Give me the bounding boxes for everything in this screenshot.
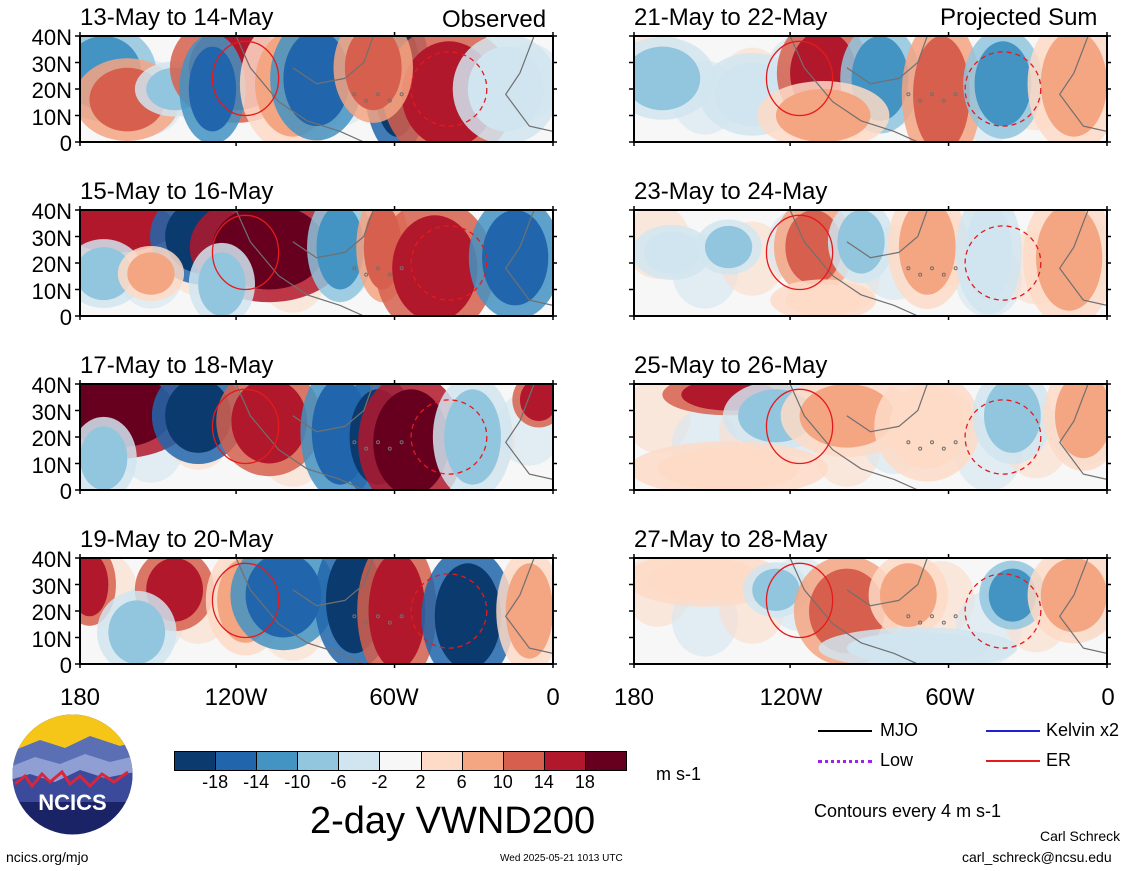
xtick-right-180: 180 (613, 684, 655, 711)
ytick-row2-2: 20N (31, 252, 72, 277)
colorbar-label-0: -18 (202, 772, 229, 792)
panel-title-proj-4: 27-May to 28-May (634, 526, 828, 553)
legend-mjo-label: MJO (880, 720, 918, 740)
xtick-left-120w: 120W (204, 684, 268, 711)
legend-kelvin-line (986, 730, 1040, 732)
legend-er-line (986, 760, 1040, 762)
observed-heading: Observed (442, 6, 547, 33)
colorbar-units: m s-1 (656, 764, 701, 784)
legend-kelvin-label: Kelvin x2 (1046, 720, 1120, 740)
xtick-right-0: 0 (1101, 684, 1115, 711)
ytick-row2-3: 10N (31, 278, 72, 304)
ytick-row3-4: 0 (59, 479, 72, 504)
xtick-right-120w: 120W (759, 684, 823, 711)
colorbar-swatch-9 (543, 751, 586, 771)
panel-title-obs-4: 19-May to 20-May (80, 526, 274, 553)
legend-low-label: Low (880, 750, 914, 770)
colorbar-labels: -18 -14 -10 -6 -2 2 6 10 14 18 (174, 772, 626, 794)
colorbar-swatch-3 (297, 751, 340, 771)
map-panel-proj-4 (634, 558, 1107, 664)
colorbar-label-8: 14 (533, 772, 554, 792)
ytick-row3-1: 30N (31, 399, 72, 425)
logo-text: NCICS (38, 790, 106, 815)
colorbar-label-3: -6 (330, 772, 347, 792)
colorbar-label-2: -10 (284, 772, 311, 792)
ytick-row1-2: 20N (31, 78, 72, 103)
legend-low-line (818, 760, 872, 763)
map-panel-obs-2 (80, 210, 553, 316)
panel-title-proj-2: 23-May to 24-May (634, 178, 828, 205)
colorbar (174, 751, 627, 771)
colorbar-label-7: 10 (492, 772, 513, 792)
footer-site: ncics.org/mjo (6, 849, 89, 865)
colorbar-swatch-6 (420, 751, 463, 771)
colorbar-label-4: -2 (371, 772, 388, 792)
colorbar-swatch-8 (502, 751, 545, 771)
projected-heading: Projected Sum (940, 4, 1098, 31)
map-panel-proj-2 (634, 210, 1107, 316)
map-panel-obs-4 (80, 558, 553, 664)
colorbar-swatch-4 (338, 751, 381, 771)
ytick-row4-2: 20N (31, 600, 72, 625)
panel-title-obs-1: 13-May to 14-May (80, 4, 274, 31)
map-panel-obs-3 (80, 384, 553, 490)
xtick-left-60w: 60W (369, 684, 419, 711)
map-panels (75, 32, 1111, 668)
map-panel-proj-1 (634, 36, 1107, 142)
panel-title-obs-2: 15-May to 16-May (80, 178, 274, 205)
xtick-left-0: 0 (546, 684, 560, 711)
ytick-row4-0: 40N (31, 547, 72, 572)
colorbar-label-1: -14 (243, 772, 270, 792)
ytick-row3-2: 20N (31, 426, 72, 451)
panel-title-proj-3: 25-May to 26-May (634, 352, 828, 379)
figure-title: 2-day VWND200 (310, 800, 596, 842)
map-panel-proj-3 (634, 384, 1107, 490)
xtick-right-60w: 60W (925, 684, 975, 711)
panel-title-obs-3: 17-May to 18-May (80, 352, 274, 379)
ytick-row1-1: 30N (31, 51, 72, 77)
colorbar-swatch-10 (584, 751, 627, 771)
xtick-left-180: 180 (59, 684, 101, 711)
colorbar-swatch-2 (256, 751, 299, 771)
ytick-row4-1: 30N (31, 573, 72, 599)
ytick-row4-3: 10N (31, 626, 72, 652)
map-panel-obs-1 (80, 36, 553, 142)
footer-timestamp: Wed 2025-05-21 1013 UTC (500, 853, 623, 864)
colorbar-label-9: 18 (574, 772, 595, 792)
ytick-row1-0: 40N (31, 25, 72, 50)
ytick-row3-3: 10N (31, 452, 72, 478)
footer-author: Carl Schreck (1040, 828, 1121, 844)
ncics-logo: NCICS (12, 714, 133, 835)
colorbar-label-6: 6 (456, 772, 467, 792)
colorbar-label-5: 2 (415, 772, 426, 792)
ytick-row1-4: 0 (59, 131, 72, 156)
ytick-row4-4: 0 (59, 653, 72, 678)
colorbar-swatch-7 (461, 751, 504, 771)
ytick-row2-4: 0 (59, 305, 72, 330)
colorbar-swatch-0 (174, 751, 217, 771)
ytick-row1-3: 10N (31, 104, 72, 130)
legend-er-label: ER (1046, 750, 1072, 770)
footer-email: carl_schreck@ncsu.edu (962, 849, 1112, 865)
ytick-row3-0: 40N (31, 373, 72, 398)
contour-note: Contours every 4 m s-1 (814, 801, 1002, 821)
ytick-row2-0: 40N (31, 199, 72, 224)
colorbar-swatch-5 (379, 751, 422, 771)
ytick-row2-1: 30N (31, 225, 72, 251)
panel-title-proj-1: 21-May to 22-May (634, 4, 828, 31)
legend-mjo-line (818, 730, 872, 732)
colorbar-swatch-1 (215, 751, 258, 771)
